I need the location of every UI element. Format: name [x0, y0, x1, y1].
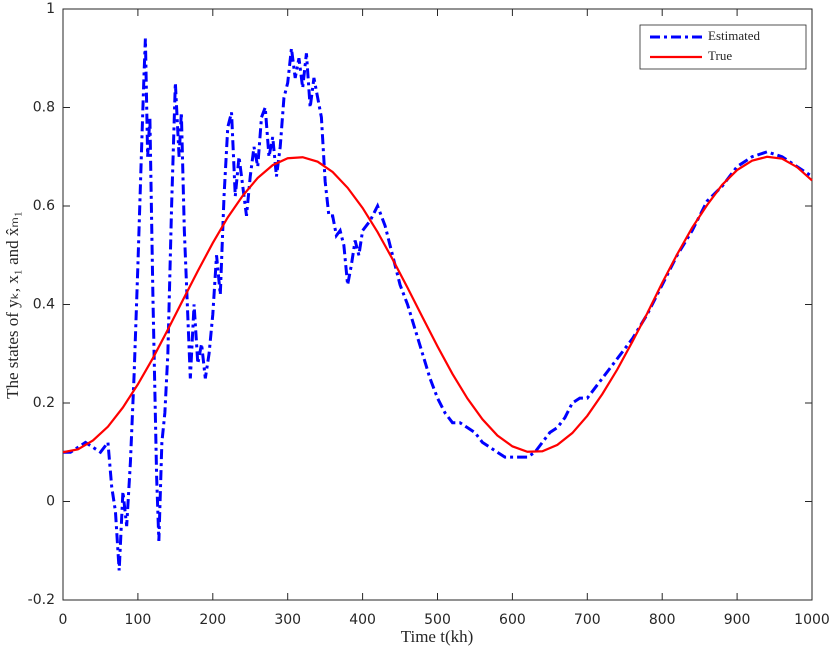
legend-label: True — [708, 48, 732, 63]
y-tick-label: 0 — [46, 494, 55, 510]
x-axis-label: Time t(kh) — [401, 627, 474, 646]
x-tick-label: 900 — [724, 612, 751, 628]
y-tick-label: 0.4 — [33, 297, 55, 313]
x-tick-label: 400 — [349, 612, 376, 628]
legend-label: Estimated — [708, 28, 760, 43]
y-tick-label: -0.2 — [28, 592, 55, 608]
x-tick-label: 700 — [574, 612, 601, 628]
y-tick-label: 0.6 — [33, 198, 55, 214]
x-tick-label: 800 — [649, 612, 676, 628]
x-tick-label: 100 — [125, 612, 152, 628]
y-tick-label: 0.2 — [33, 395, 55, 411]
x-tick-label: 300 — [274, 612, 301, 628]
x-tick-label: 200 — [199, 612, 226, 628]
x-tick-label: 600 — [499, 612, 526, 628]
y-axis-label: The states of yₖ, x₁ and x̂ₘ₁ — [3, 211, 22, 399]
y-tick-label: 0.8 — [33, 100, 55, 116]
legend-box — [639, 24, 807, 70]
x-tick-label: 500 — [424, 612, 451, 628]
x-tick-label: 0 — [59, 612, 68, 628]
series-line — [63, 38, 813, 571]
y-tick-label: 1 — [46, 1, 55, 17]
series-line — [62, 155, 813, 454]
x-tick-label: 1000 — [794, 612, 830, 628]
